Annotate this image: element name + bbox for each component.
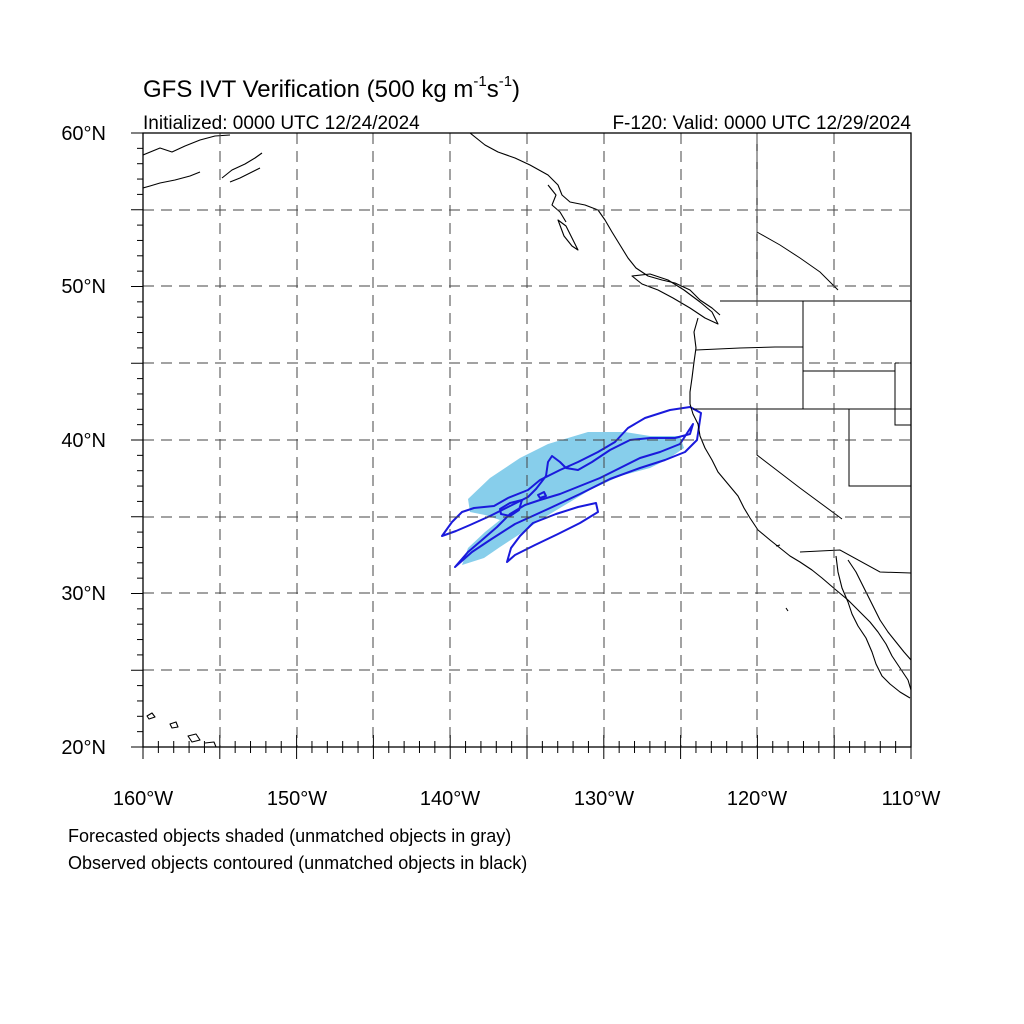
lat-label-30n: 30°N [61,583,106,605]
map-title: GFS IVT Verification (500 kg m-1s-1) [143,73,520,103]
lat-label-60n: 60°N [61,123,106,145]
forecast-ivt-object [462,432,684,565]
lat-label-50n: 50°N [61,276,106,298]
lat-label-20n: 20°N [61,737,106,759]
lon-label-150w: 150°W [267,788,327,810]
observed-ivt-contours [441,406,702,568]
lon-label-120w: 120°W [727,788,787,810]
lon-label-110w: 110°W [882,788,941,810]
coastlines [143,133,911,747]
forecast-note: Forecasted objects shaded (unmatched obj… [68,826,511,846]
longitude-labels: 160°W 150°W 140°W 130°W 120°W 110°W [113,788,941,810]
political-boundaries [693,133,911,574]
lon-label-130w: 130°W [574,788,634,810]
tick-marks [131,132,912,759]
valid-label: F-120: Valid: 0000 UTC 12/29/2024 [612,113,911,134]
lon-label-140w: 140°W [420,788,480,810]
observed-note: Observed objects contoured (unmatched ob… [68,853,527,873]
latitude-labels: 60°N 50°N 40°N 30°N 20°N [61,123,106,759]
lat-label-40n: 40°N [61,430,106,452]
initialized-label: Initialized: 0000 UTC 12/24/2024 [143,113,420,134]
lat-lon-grid [143,133,911,747]
lon-label-160w: 160°W [113,788,173,810]
